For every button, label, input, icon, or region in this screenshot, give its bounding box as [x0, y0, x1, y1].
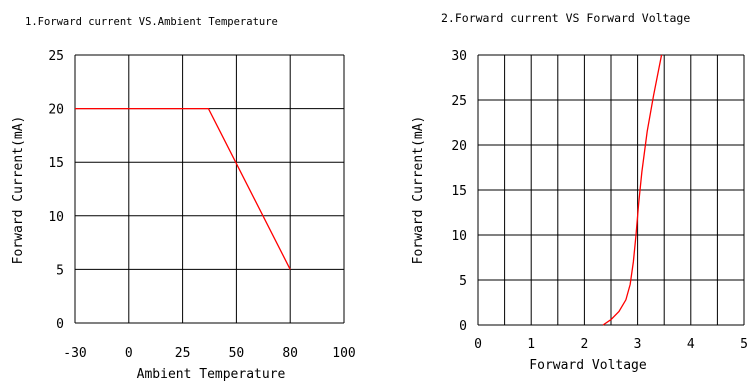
chart-1-x-ticks: -30 0 25 50 80 100 [63, 346, 355, 361]
chart-2-y-tick-label: 15 [451, 184, 467, 199]
chart-1-x-tick-label: 0 [125, 346, 133, 361]
chart-2-x-ticks: 0 1 2 3 4 5 [474, 337, 748, 352]
chart-1-y-tick-label: 10 [48, 210, 64, 225]
chart-2-title: 2.Forward current VS Forward Voltage [441, 11, 690, 25]
chart-1-x-tick-label: 100 [332, 346, 355, 361]
chart-1-x-axis-label: Ambient Temperature [137, 367, 286, 381]
chart-1-y-ticks: 0 5 10 15 20 25 [48, 49, 64, 332]
chart-1-y-tick-label: 20 [48, 103, 64, 118]
chart-2-x-tick-label: 1 [527, 337, 535, 352]
chart-1-x-tick-label: -30 [63, 346, 86, 361]
chart-1-x-tick-label: 25 [175, 346, 191, 361]
chart-1-title: 1.Forward current VS.Ambient Temperature [25, 16, 278, 28]
chart-2-x-tick-label: 0 [474, 337, 482, 352]
chart-2-x-axis-label: Forward Voltage [529, 358, 647, 373]
chart-2-x-tick-label: 3 [634, 337, 642, 352]
chart-1-x-tick-label: 80 [282, 346, 298, 361]
chart-1-y-tick-label: 25 [48, 49, 64, 64]
chart-2-y-ticks: 0 5 10 15 20 25 30 [451, 49, 467, 334]
chart-1-series-line [75, 107, 291, 270]
chart-2-y-axis-label: Forward Current(mA) [411, 116, 426, 265]
chart-2-grid [477, 54, 745, 326]
chart-2-y-tick-label: 20 [451, 139, 467, 154]
chart-1-x-tick-label: 50 [229, 346, 245, 361]
chart-1-y-axis-label: Forward Current(mA) [11, 116, 26, 265]
chart-2-x-tick-label: 4 [687, 337, 695, 352]
chart-2-x-tick-label: 5 [740, 337, 748, 352]
chart-2-series-line [602, 54, 663, 326]
chart-2-y-tick-label: 30 [451, 49, 467, 64]
chart-1-y-tick-label: 5 [56, 263, 64, 278]
chart-2-y-tick-label: 25 [451, 94, 467, 109]
chart-2-x-tick-label: 2 [580, 337, 588, 352]
chart-2-y-tick-label: 5 [459, 274, 467, 289]
chart-1-y-tick-label: 15 [48, 156, 64, 171]
chart-1-grid [74, 54, 345, 324]
chart-1: 1.Forward current VS.Ambient Temperature… [11, 16, 356, 381]
chart-2: 2.Forward current VS Forward Voltage 0 5 1… [411, 11, 748, 373]
chart-1-y-tick-label: 0 [56, 317, 64, 332]
chart-2-y-tick-label: 10 [451, 229, 467, 244]
chart-2-y-tick-label: 0 [459, 319, 467, 334]
